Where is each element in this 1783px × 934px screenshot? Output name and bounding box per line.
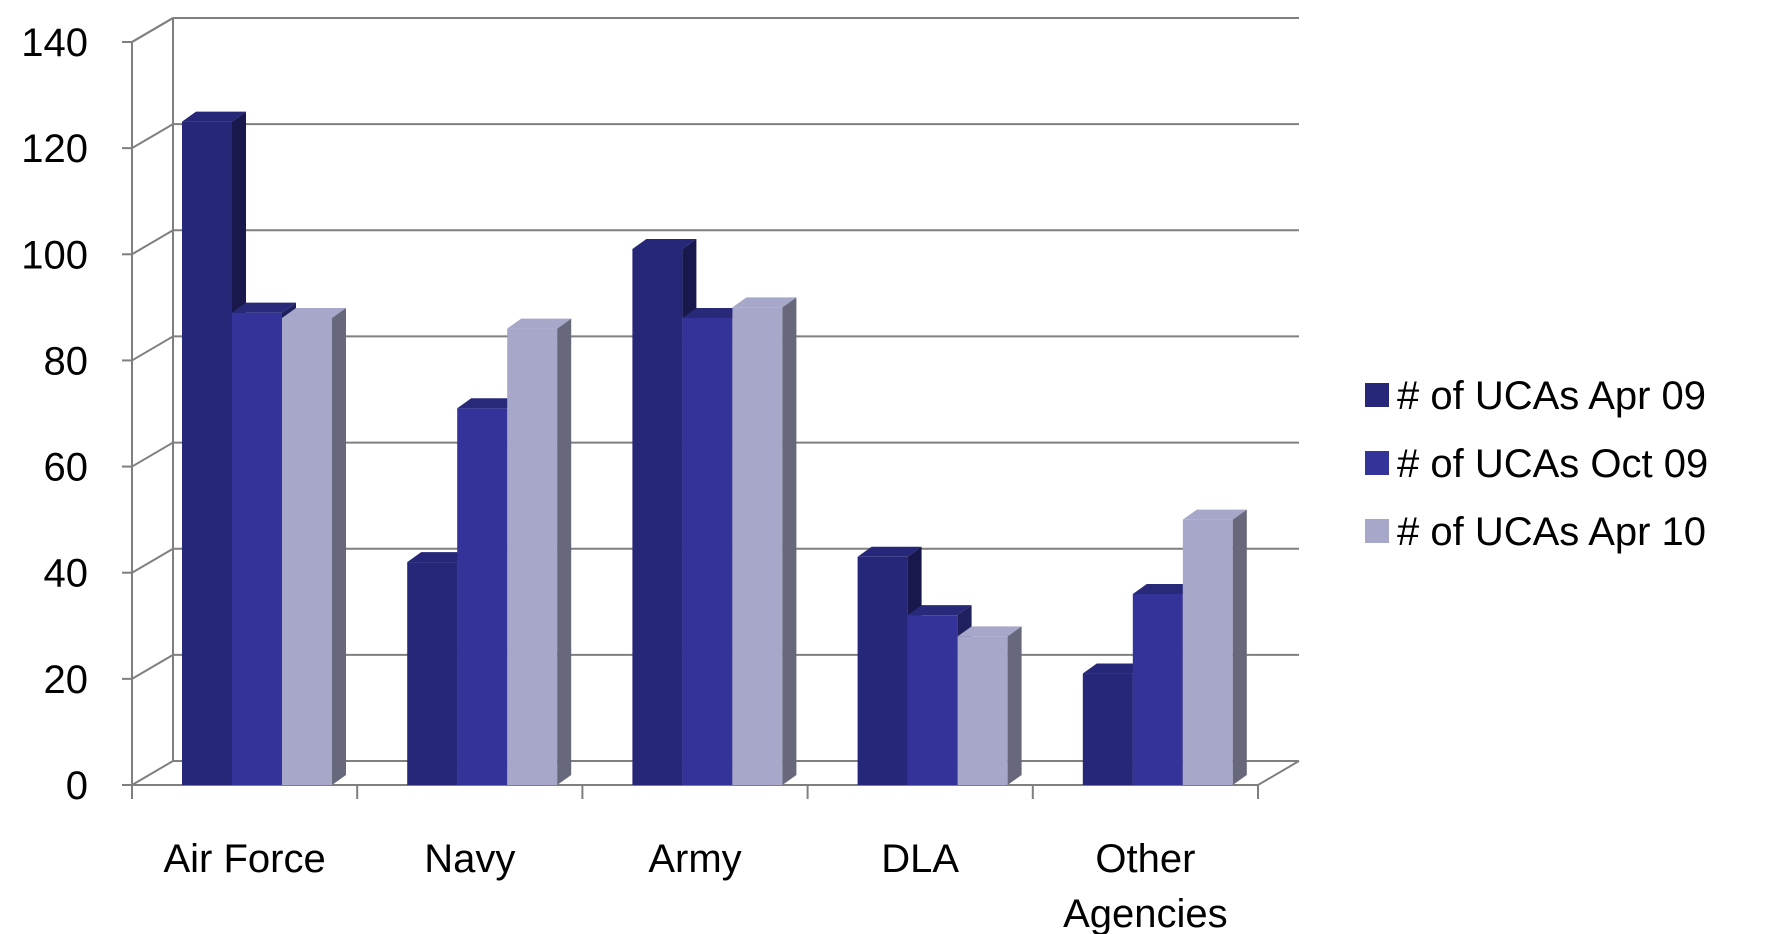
bar-front bbox=[457, 408, 508, 785]
bar-front bbox=[682, 317, 733, 785]
bar-front bbox=[857, 556, 908, 785]
legend-label: # of UCAs Apr 10 bbox=[1397, 510, 1706, 554]
bar-top bbox=[1082, 663, 1147, 674]
x-tick-label-line: Agencies bbox=[1063, 892, 1228, 934]
x-tick-label: DLA bbox=[881, 837, 959, 881]
x-tick-label-line: Army bbox=[648, 837, 741, 881]
x-axis-labels: Air Force Navy Army DLA Other Agencies bbox=[163, 837, 1227, 934]
gridline-diagonal bbox=[131, 547, 174, 574]
gridline-diagonal bbox=[131, 441, 174, 468]
bar-front bbox=[732, 307, 783, 785]
legend-item: # of UCAs Apr 10 bbox=[1365, 510, 1706, 554]
bar-top bbox=[182, 111, 246, 122]
gridline-diagonal bbox=[131, 653, 174, 680]
y-tick-label: 20 bbox=[44, 658, 89, 702]
bar-front bbox=[1132, 593, 1183, 785]
bar-top bbox=[682, 307, 747, 318]
floor-right-edge bbox=[1257, 760, 1300, 786]
bar-side bbox=[1007, 626, 1022, 785]
bar bbox=[682, 307, 747, 785]
x-tick-label: Navy bbox=[424, 837, 515, 881]
bar-top bbox=[907, 605, 972, 616]
bar-top bbox=[732, 297, 797, 308]
bar bbox=[957, 626, 1022, 785]
y-tick-label: 0 bbox=[66, 764, 88, 808]
y-tick-label: 80 bbox=[44, 339, 89, 383]
bar-front bbox=[407, 562, 458, 785]
bar bbox=[1182, 509, 1247, 785]
gridline-diagonal bbox=[131, 17, 174, 43]
bar-front bbox=[1082, 673, 1133, 785]
legend-item: # of UCAs Oct 09 bbox=[1365, 442, 1708, 486]
gridline-diagonal bbox=[131, 229, 174, 256]
bar-front bbox=[907, 615, 958, 785]
x-tick-label: Other Agencies bbox=[1063, 837, 1228, 934]
x-tick-label: Army bbox=[648, 837, 741, 881]
bar-top bbox=[232, 302, 296, 313]
y-tick-label: 40 bbox=[44, 552, 89, 596]
bar-top bbox=[632, 238, 697, 249]
bar-front bbox=[507, 328, 558, 785]
bar-front bbox=[282, 317, 332, 785]
y-axis-ticks: 0 20 40 60 80 100 120 140 bbox=[21, 21, 132, 808]
y-tick-label: 140 bbox=[21, 21, 88, 65]
x-tick-label-line: Navy bbox=[424, 837, 515, 881]
bar-side bbox=[1232, 509, 1247, 785]
legend-label: # of UCAs Oct 09 bbox=[1397, 442, 1708, 486]
gridline-diagonal bbox=[131, 335, 174, 362]
legend: # of UCAs Apr 09 # of UCAs Oct 09 # of UCA… bbox=[1365, 374, 1708, 554]
x-tick-label: Air Force bbox=[163, 837, 325, 881]
legend-swatch bbox=[1365, 519, 1389, 543]
bar-side bbox=[557, 318, 572, 785]
gridline-diagonal bbox=[131, 760, 174, 786]
gridline-diagonal bbox=[131, 123, 174, 150]
bar-top bbox=[407, 552, 472, 563]
bar-top bbox=[1132, 583, 1197, 594]
bar-side bbox=[782, 297, 797, 785]
x-tick-label-line: DLA bbox=[881, 837, 959, 881]
y-tick-label: 100 bbox=[21, 233, 88, 277]
bar-front bbox=[182, 121, 232, 786]
bar-front bbox=[1182, 519, 1233, 785]
bars bbox=[182, 111, 1247, 786]
bar-top bbox=[957, 626, 1022, 637]
bar-front bbox=[632, 248, 683, 785]
bar-side bbox=[332, 307, 346, 785]
legend-swatch bbox=[1365, 451, 1389, 475]
bar bbox=[282, 307, 346, 785]
bar-top bbox=[1182, 509, 1247, 520]
bar-front bbox=[957, 636, 1008, 785]
bar bbox=[507, 318, 572, 785]
x-tick-label-line: Other bbox=[1095, 837, 1195, 881]
bar-top bbox=[457, 398, 522, 409]
x-tick-label-line: Air Force bbox=[163, 837, 325, 881]
legend-item: # of UCAs Apr 09 bbox=[1365, 374, 1706, 418]
bar-top bbox=[282, 307, 346, 318]
bar-front bbox=[232, 312, 282, 785]
bar bbox=[732, 297, 797, 785]
y-tick-label: 60 bbox=[44, 446, 89, 490]
bar-top bbox=[507, 318, 572, 329]
legend-label: # of UCAs Apr 09 bbox=[1397, 374, 1706, 418]
bar-top bbox=[857, 546, 922, 557]
legend-swatch bbox=[1365, 383, 1389, 407]
y-tick-label: 120 bbox=[21, 127, 88, 171]
